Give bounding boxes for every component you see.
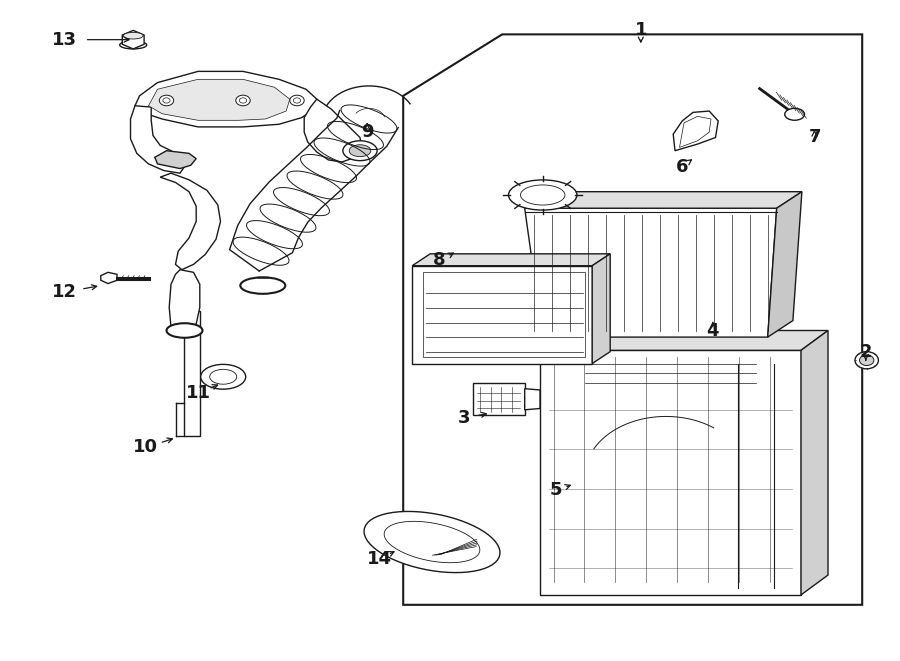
Polygon shape: [540, 330, 828, 350]
Polygon shape: [673, 111, 718, 151]
Text: 6: 6: [676, 157, 688, 176]
Text: 9: 9: [361, 123, 374, 141]
Text: 5: 5: [550, 481, 562, 500]
Text: 1: 1: [634, 20, 647, 39]
Ellipse shape: [240, 278, 285, 293]
Polygon shape: [101, 272, 117, 284]
Text: 3: 3: [458, 408, 471, 427]
Text: 11: 11: [185, 384, 211, 403]
Polygon shape: [130, 106, 184, 173]
Ellipse shape: [343, 141, 377, 161]
Polygon shape: [169, 270, 200, 332]
Polygon shape: [525, 192, 802, 208]
Polygon shape: [135, 71, 317, 127]
Ellipse shape: [508, 180, 577, 210]
Text: 12: 12: [52, 283, 77, 301]
Polygon shape: [412, 266, 592, 364]
Polygon shape: [472, 383, 525, 415]
Polygon shape: [592, 254, 610, 364]
Ellipse shape: [860, 355, 874, 366]
Circle shape: [290, 95, 304, 106]
Polygon shape: [540, 350, 801, 595]
Polygon shape: [184, 311, 200, 436]
Polygon shape: [531, 340, 608, 357]
Polygon shape: [304, 99, 362, 162]
Ellipse shape: [785, 108, 805, 120]
Polygon shape: [768, 192, 802, 337]
Text: 14: 14: [367, 549, 392, 568]
Circle shape: [159, 95, 174, 106]
Ellipse shape: [855, 352, 878, 369]
Polygon shape: [155, 151, 196, 169]
Polygon shape: [160, 173, 220, 270]
Polygon shape: [364, 512, 500, 572]
Polygon shape: [525, 389, 540, 410]
Text: 2: 2: [860, 342, 872, 361]
Polygon shape: [801, 330, 828, 595]
Ellipse shape: [349, 145, 371, 157]
Polygon shape: [412, 254, 610, 266]
Ellipse shape: [123, 32, 143, 39]
Ellipse shape: [166, 323, 202, 338]
Ellipse shape: [201, 364, 246, 389]
Text: 13: 13: [52, 30, 77, 49]
Text: 4: 4: [706, 321, 719, 340]
Polygon shape: [148, 79, 290, 120]
Text: 8: 8: [433, 251, 446, 270]
Polygon shape: [122, 30, 144, 49]
Ellipse shape: [120, 41, 147, 49]
Polygon shape: [525, 208, 777, 337]
Circle shape: [236, 95, 250, 106]
Text: 10: 10: [133, 438, 158, 457]
Text: 7: 7: [808, 128, 821, 147]
